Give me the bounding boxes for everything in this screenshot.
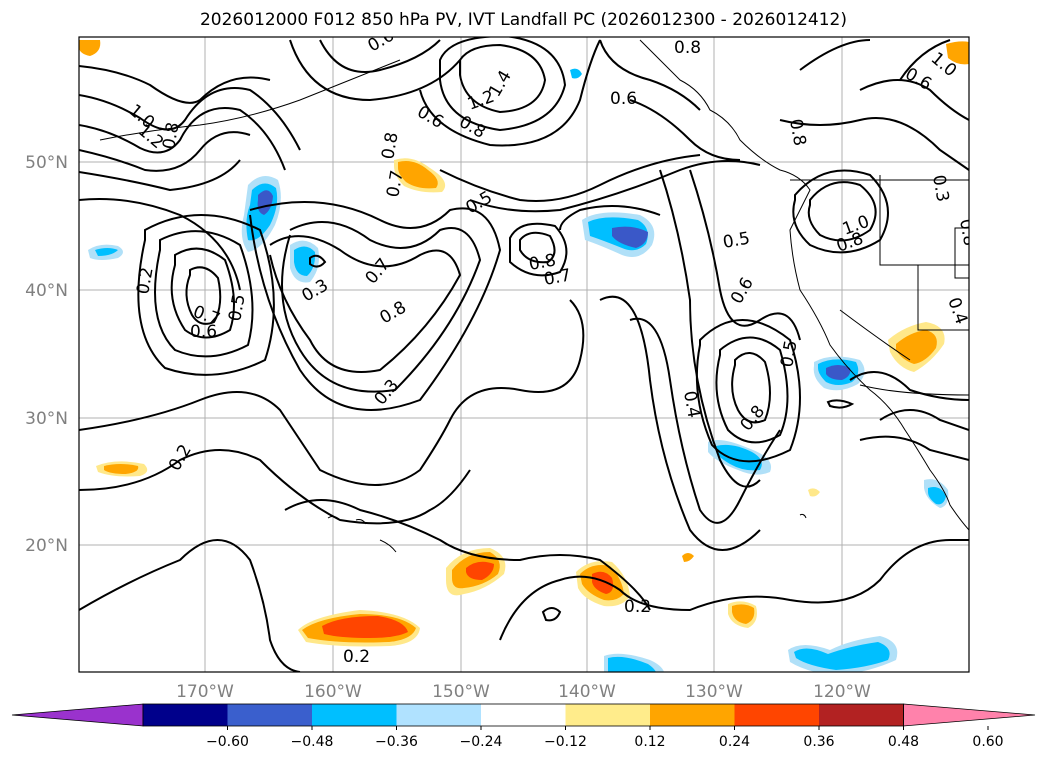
lon-tick-label: 140°W bbox=[558, 682, 616, 702]
pos-patch-west-mid bbox=[104, 464, 139, 474]
pos-patch-small-east-mid bbox=[732, 604, 755, 624]
colorbar-segment bbox=[312, 704, 397, 726]
colorbar-segment bbox=[227, 704, 312, 726]
pos-patch-dot-1 bbox=[682, 553, 694, 562]
colorbar-tick-label: 0.60 bbox=[972, 734, 1003, 750]
contour-label: 0.8 bbox=[527, 251, 557, 275]
lon-tick-label: 130°W bbox=[685, 682, 743, 702]
pos-patch-dot-2 bbox=[808, 488, 820, 497]
contour-label: 0.7 bbox=[383, 169, 407, 199]
neg-patch-aleutian-core bbox=[257, 190, 273, 215]
colorbar-segment bbox=[481, 704, 566, 726]
plot-frame bbox=[78, 36, 970, 673]
colorbar-over-arrow bbox=[903, 703, 1036, 727]
pos-patch-subtrop-1-core bbox=[466, 561, 494, 580]
colorbar-tick-label: 0.36 bbox=[803, 734, 834, 750]
colorbar-tick-label: −0.60 bbox=[206, 734, 249, 750]
colorbar-tick-label: −0.36 bbox=[375, 734, 418, 750]
contour-label: 0.8 bbox=[159, 121, 183, 151]
contour-label: 0.7 bbox=[542, 266, 572, 290]
pos-patch-subtrop-2-core bbox=[592, 571, 614, 594]
lon-tick-label: 120°W bbox=[813, 682, 871, 702]
pos-patch-nw-corner bbox=[79, 40, 101, 56]
neg-patch-south-1-mid bbox=[608, 656, 656, 672]
map-title: 2026012000 F012 850 hPa PV, IVT Landfall… bbox=[199, 10, 847, 30]
colorbar-segment bbox=[650, 704, 735, 726]
contour-label: 0.8 bbox=[785, 117, 809, 147]
colorbar-segment bbox=[734, 704, 819, 726]
colorbar-tick-label: 0.24 bbox=[719, 734, 750, 750]
lon-tick-label: 150°W bbox=[432, 682, 490, 702]
lat-tick-label: 40°N bbox=[25, 281, 68, 301]
contour-label: 0.8 bbox=[378, 131, 402, 161]
lon-tick-label: 170°W bbox=[176, 682, 234, 702]
colorbar-tick-label: −0.12 bbox=[544, 734, 587, 750]
neg-patch-gulf-core bbox=[612, 226, 648, 248]
neg-patch-tiny bbox=[570, 68, 582, 79]
colorbar: −0.60 −0.48 −0.36 −0.24 −0.12 0.12 0.24 0.36 0.4… bbox=[11, 703, 1036, 750]
contour-label: 0.5 bbox=[721, 229, 751, 253]
contour-label: 0.2 bbox=[624, 597, 651, 617]
lat-tick-label: 30°N bbox=[25, 409, 68, 429]
ivt-shading bbox=[79, 40, 969, 672]
colorbar-segment bbox=[143, 704, 228, 726]
coastlines bbox=[99, 39, 969, 553]
longitude-axis: 170°W 160°W 150°W 140°W 130°W 120°W bbox=[176, 682, 871, 702]
contour-label: 0.6 bbox=[190, 322, 217, 342]
colorbar-tick-label: 0.48 bbox=[888, 734, 919, 750]
neg-patch-baja-mid bbox=[928, 487, 946, 505]
lon-tick-label: 160°W bbox=[304, 682, 362, 702]
pos-patch-calif-mid bbox=[896, 330, 937, 364]
colorbar-tick-label: −0.48 bbox=[291, 734, 334, 750]
colorbar-segment bbox=[819, 704, 904, 726]
contour-label: 0.5 bbox=[777, 339, 801, 369]
neg-patch-south-2-mid bbox=[794, 642, 890, 670]
pos-patch-ne-corner bbox=[946, 41, 969, 65]
colorbar-under-arrow bbox=[11, 703, 144, 727]
lat-tick-label: 20°N bbox=[25, 536, 68, 556]
neg-patch-small-1-mid bbox=[294, 246, 316, 276]
contour-label: 0.8 bbox=[674, 38, 701, 58]
contour-label: 0.6 bbox=[610, 89, 637, 109]
contour-label: 0.2 bbox=[343, 647, 370, 667]
contour-label: 0.5 bbox=[225, 293, 249, 323]
latitude-axis: 50°N 40°N 30°N 20°N bbox=[25, 153, 68, 556]
contour-label: 0.4 bbox=[679, 389, 703, 419]
pos-patch-north-mid bbox=[398, 161, 438, 189]
neg-patch-hawaii-east-mid bbox=[716, 444, 762, 471]
colorbar-segment bbox=[396, 704, 481, 726]
colorbar-segment bbox=[565, 704, 650, 726]
contour-label: 0.8 bbox=[955, 217, 979, 247]
neg-patch-west-mid bbox=[95, 248, 118, 256]
pos-patch-large-core bbox=[322, 616, 408, 638]
plot-area bbox=[79, 37, 969, 672]
colorbar-tick-label: −0.24 bbox=[460, 734, 503, 750]
pv-contours bbox=[79, 37, 969, 672]
contour-label: 0.3 bbox=[928, 173, 952, 203]
contour-label: 0.2 bbox=[133, 266, 157, 296]
colorbar-frame bbox=[142, 703, 904, 727]
neg-patch-calif-core bbox=[826, 365, 851, 380]
colorbar-tick-label: 0.12 bbox=[634, 734, 665, 750]
lat-tick-label: 50°N bbox=[25, 153, 68, 173]
